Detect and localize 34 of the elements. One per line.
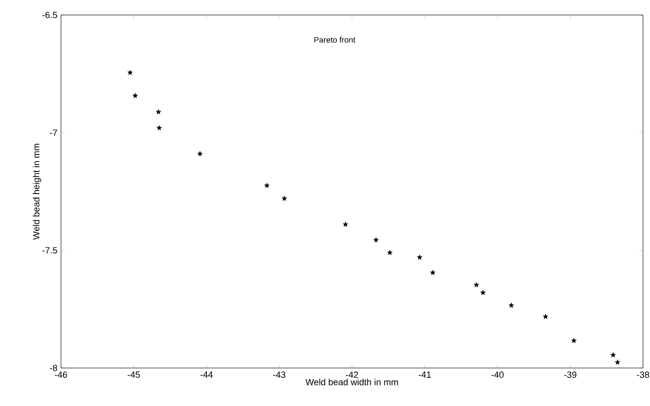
point xyxy=(614,360,620,365)
y-tick-label: -8 xyxy=(50,364,58,372)
x-tick-label: -38 xyxy=(636,372,650,378)
point xyxy=(132,92,138,98)
x-axis-title: Weld bead width in mm xyxy=(306,378,398,386)
point xyxy=(480,290,486,295)
point xyxy=(387,250,392,255)
point xyxy=(282,196,288,201)
point xyxy=(474,282,480,288)
point xyxy=(542,314,548,319)
point xyxy=(264,182,270,188)
x-tick-label: -44 xyxy=(200,372,213,378)
x-tick-label: -40 xyxy=(491,372,504,378)
x-tick-label: -42 xyxy=(346,372,358,378)
point xyxy=(156,125,162,130)
x-tick-label: -46 xyxy=(54,372,68,378)
point xyxy=(571,338,577,343)
x-tick-label: -43 xyxy=(273,372,286,378)
point xyxy=(373,237,379,242)
point xyxy=(197,151,203,156)
y-tick-label: -6.5 xyxy=(42,12,58,18)
x-tick-label: -39 xyxy=(564,372,576,378)
y-axis-title: Weld bead height in mm xyxy=(32,144,42,240)
point xyxy=(127,70,133,75)
y-tick-label: -7 xyxy=(50,130,58,136)
y-tick-label: -7.5 xyxy=(42,247,58,254)
x-tick-label: -45 xyxy=(128,372,140,378)
point xyxy=(156,109,162,114)
point xyxy=(610,352,616,358)
x-tick-label: -41 xyxy=(418,372,431,378)
point xyxy=(508,302,514,308)
point xyxy=(342,222,348,227)
point xyxy=(417,254,422,260)
point xyxy=(430,270,436,275)
